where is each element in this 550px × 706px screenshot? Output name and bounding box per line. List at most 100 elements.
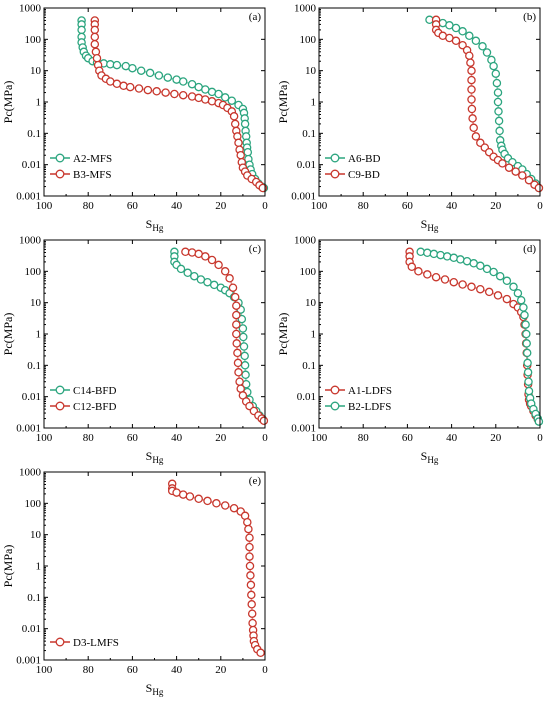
data-point bbox=[237, 314, 247, 324]
data-point bbox=[112, 60, 122, 70]
data-point bbox=[484, 287, 494, 297]
data-point bbox=[246, 571, 255, 580]
data-point bbox=[178, 90, 188, 100]
data-point bbox=[516, 295, 526, 305]
x-axis-title-main: S bbox=[421, 449, 428, 463]
data-point bbox=[467, 104, 477, 114]
data-point bbox=[498, 159, 507, 168]
data-point bbox=[90, 32, 100, 42]
data-point bbox=[245, 552, 254, 561]
data-point bbox=[423, 270, 432, 279]
data-point bbox=[248, 618, 257, 628]
legend-label: B2-LDFS bbox=[348, 401, 391, 413]
x-tick-label: 80 bbox=[83, 200, 95, 212]
x-tick-label: 40 bbox=[171, 200, 183, 212]
data-point bbox=[240, 361, 250, 370]
y-tick-label: 0.001 bbox=[291, 191, 316, 203]
x-axis-title-sub: Hg bbox=[427, 455, 438, 465]
data-point bbox=[90, 25, 100, 35]
plot-frame bbox=[43, 7, 266, 197]
data-point bbox=[154, 71, 164, 80]
data-point bbox=[519, 303, 528, 312]
y-tick-label: 1000 bbox=[19, 235, 42, 247]
data-point bbox=[225, 274, 234, 283]
data-point bbox=[518, 171, 527, 180]
x-axis-title-main: S bbox=[146, 681, 153, 695]
x-tick-label: 80 bbox=[358, 432, 370, 444]
data-point bbox=[152, 87, 161, 96]
data-point bbox=[247, 590, 256, 600]
data-point bbox=[227, 96, 237, 105]
y-tick-label: 1000 bbox=[19, 467, 42, 479]
data-point bbox=[229, 503, 239, 513]
data-point bbox=[125, 82, 135, 92]
y-tick-label: 0.01 bbox=[297, 159, 316, 171]
data-point bbox=[502, 276, 512, 286]
data-point bbox=[143, 85, 153, 95]
y-tick-label: 100 bbox=[25, 498, 42, 510]
data-point bbox=[232, 310, 241, 320]
y-tick-label: 10 bbox=[305, 297, 317, 309]
plot-frame bbox=[43, 239, 266, 429]
y-tick-label: 0.001 bbox=[16, 191, 41, 203]
x-tick-label: 40 bbox=[446, 200, 458, 212]
data-point bbox=[245, 561, 255, 571]
data-point bbox=[183, 268, 192, 278]
data-point bbox=[232, 339, 241, 348]
data-point bbox=[235, 377, 244, 386]
data-point bbox=[502, 294, 512, 304]
data-point bbox=[493, 291, 503, 300]
y-tick-label: 10 bbox=[305, 65, 317, 77]
panel-label: (c) bbox=[249, 243, 262, 255]
plot-frame bbox=[43, 471, 266, 661]
data-point bbox=[465, 51, 474, 60]
data-point bbox=[492, 78, 502, 88]
data-point bbox=[246, 580, 256, 590]
data-point bbox=[523, 358, 532, 368]
data-point bbox=[128, 63, 137, 73]
x-axis-title-main: S bbox=[146, 449, 153, 463]
data-point bbox=[451, 36, 461, 46]
data-point bbox=[245, 533, 254, 542]
y-tick-label: 0.01 bbox=[22, 623, 41, 635]
x-tick-label: 0 bbox=[262, 432, 268, 444]
data-point bbox=[232, 320, 241, 329]
series-C12-BFD bbox=[181, 247, 269, 426]
data-point bbox=[449, 277, 459, 287]
data-point bbox=[476, 261, 485, 271]
legend-label: A2-MFS bbox=[73, 153, 112, 165]
x-axis-title: SHg bbox=[146, 449, 164, 465]
data-point bbox=[178, 77, 188, 86]
data-point bbox=[234, 368, 243, 377]
legend-label: B3-MFS bbox=[73, 169, 112, 181]
chart-panel-2: 0.001 0.01 0.1 1 10 100 1000 100 80 60 40 20 0 A6-BD C… bbox=[276, 3, 543, 234]
y-tick-label: 0.1 bbox=[302, 360, 316, 372]
data-point bbox=[471, 132, 481, 141]
data-point bbox=[440, 275, 450, 284]
data-point bbox=[247, 609, 257, 618]
x-tick-label: 80 bbox=[358, 200, 370, 212]
data-point bbox=[236, 150, 245, 160]
data-point bbox=[467, 75, 476, 85]
data-point bbox=[511, 167, 520, 176]
y-tick-label: 10 bbox=[30, 65, 42, 77]
data-point bbox=[228, 283, 238, 292]
data-point bbox=[493, 97, 503, 107]
data-point bbox=[495, 271, 505, 281]
chart-panel-4: 0.001 0.01 0.1 1 10 100 1000 100 80 60 40 20 0 A1-LDF… bbox=[276, 235, 543, 466]
data-point bbox=[482, 264, 492, 274]
data-point bbox=[207, 255, 217, 265]
data-point bbox=[243, 517, 252, 527]
x-tick-label: 60 bbox=[402, 200, 414, 212]
chart-panel-5: 0.001 0.01 0.1 1 10 100 1000 100 80 60 40 20 0 D3-LMF… bbox=[1, 467, 268, 698]
data-point bbox=[245, 542, 254, 552]
data-point bbox=[201, 252, 210, 261]
legend-label: D3-LMFS bbox=[73, 637, 119, 649]
data-point bbox=[241, 370, 250, 380]
data-point bbox=[145, 68, 155, 78]
y-tick-label: 0.1 bbox=[27, 128, 41, 140]
panel-label: (d) bbox=[523, 243, 536, 255]
series-C9-BD bbox=[431, 15, 544, 193]
data-point bbox=[522, 329, 531, 339]
y-tick-label: 0.001 bbox=[291, 423, 316, 435]
